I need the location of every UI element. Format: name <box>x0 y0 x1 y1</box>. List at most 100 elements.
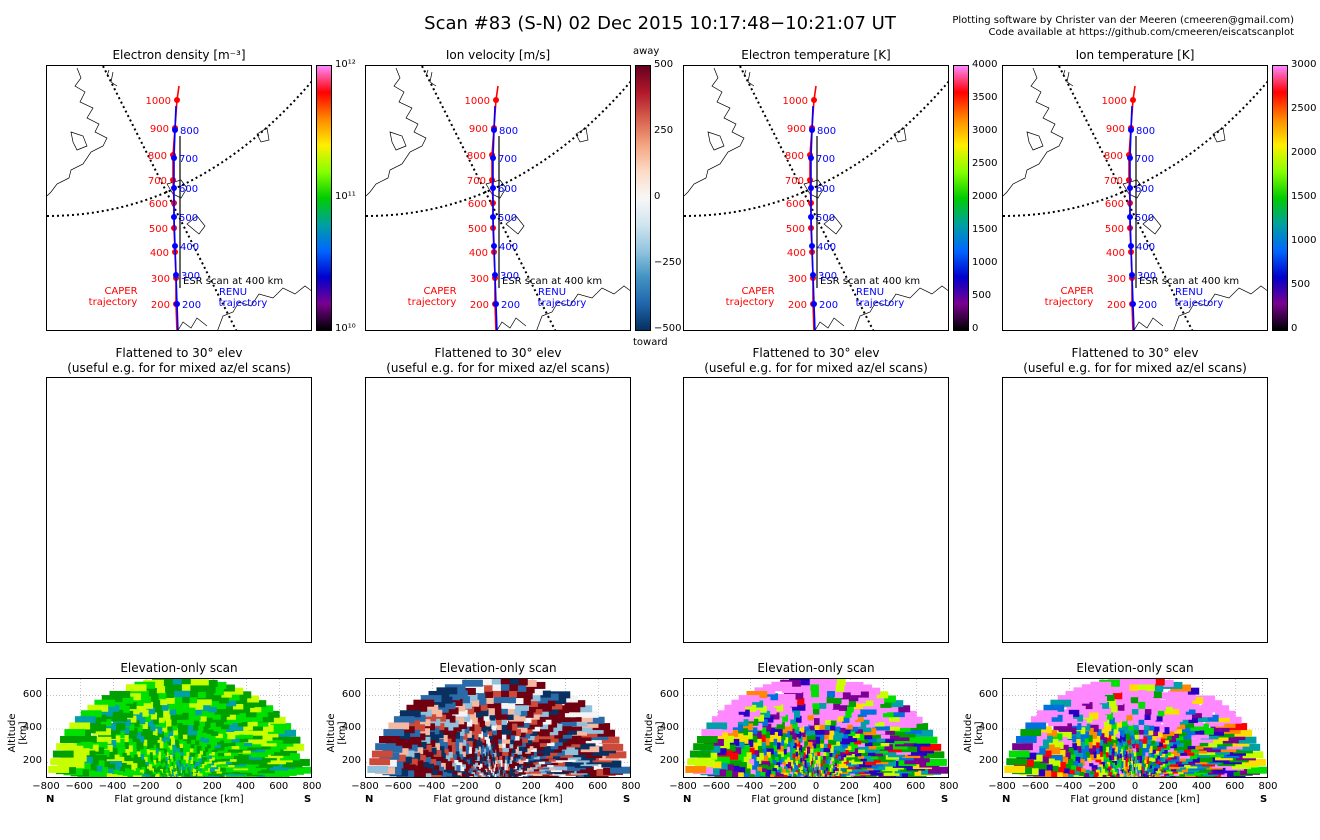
caper-altitude-label: 300 <box>151 274 170 285</box>
elevation-panel-title: Elevation-only scan <box>120 661 238 675</box>
scan-cell <box>418 704 439 712</box>
y-tick-label: 200 <box>22 755 42 767</box>
map-panel-title: Electron temperature [K] <box>741 48 891 62</box>
x-tick-label: 200 <box>1158 781 1178 792</box>
scan-cell <box>234 700 255 708</box>
x-tick-label: 800 <box>302 781 322 792</box>
renu-altitude-marker <box>810 272 816 278</box>
scan-cell <box>168 776 179 777</box>
flattened-title-line-2: (useful e.g. for for mixed az/el scans) <box>386 361 610 375</box>
scan-cell <box>926 758 947 766</box>
scan-cell <box>734 731 753 739</box>
scan-cell <box>1068 727 1086 735</box>
scan-cell <box>1036 710 1058 718</box>
scan-cell <box>867 706 888 714</box>
elevation-svg <box>684 679 948 778</box>
caper-altitude-marker <box>1126 177 1132 183</box>
scan-cell <box>235 723 253 731</box>
coastline <box>505 215 525 235</box>
renu-altitude-label: 800 <box>1136 126 1155 137</box>
scan-cell <box>877 727 895 735</box>
scan-cell <box>1012 743 1033 751</box>
x-tick-label: −400 <box>417 781 446 792</box>
scan-cell <box>168 777 177 778</box>
renu-altitude-marker <box>171 155 177 161</box>
scan-cell <box>416 731 435 739</box>
flattened-panel <box>46 377 312 643</box>
scan-cell <box>1115 777 1125 778</box>
scan-cell <box>264 716 286 724</box>
scan-cell <box>891 724 911 732</box>
coastline <box>256 127 270 143</box>
scan-cell <box>210 777 222 778</box>
coastline <box>1026 131 1044 151</box>
x-tick-label: 800 <box>939 781 959 792</box>
scan-cell <box>880 714 900 722</box>
renu-altitude-label: 200 <box>819 300 838 311</box>
south-label: S <box>623 794 631 805</box>
scan-cell <box>1197 705 1218 713</box>
colorbar-tick-label: 2000 <box>1291 147 1317 158</box>
scan-cell <box>870 714 889 722</box>
scan-cell <box>219 732 236 740</box>
x-tick-label: 0 <box>175 781 183 792</box>
caper-trajectory-label: CAPER <box>741 286 774 297</box>
scan-cell <box>729 719 749 727</box>
colorbar-tick-label: 0 <box>1291 323 1298 334</box>
scan-cell <box>594 729 616 737</box>
x-tick-label: −800 <box>32 781 60 792</box>
renu-altitude-marker <box>172 243 178 249</box>
scan-cell <box>254 724 274 732</box>
scan-cell <box>1114 708 1132 716</box>
flattened-title-line-1: Flattened to 30° elev <box>434 346 562 360</box>
coastline <box>366 67 427 197</box>
renu-altitude-label: 500 <box>498 213 517 224</box>
scan-cell <box>1191 723 1209 731</box>
x-axis-label: Flat ground distance [km] <box>114 794 244 805</box>
scan-cell <box>1006 758 1028 766</box>
scan-cell <box>1134 684 1155 692</box>
scan-cell <box>421 718 441 726</box>
scan-cell <box>858 707 877 715</box>
scan-cell <box>1053 723 1072 731</box>
renu-altitude-marker <box>173 272 179 278</box>
renu-altitude-label: 300 <box>818 271 837 282</box>
dotted-range-ring <box>1003 80 1267 217</box>
scan-cell <box>687 758 709 766</box>
scan-cell <box>723 714 744 722</box>
map-svg: ESR scan at 400 km 1000 900 800 700 600 500 400… <box>684 66 948 330</box>
scan-cell <box>198 776 209 777</box>
caper-altitude-label: 700 <box>785 176 804 187</box>
scan-cell <box>116 731 134 739</box>
scan-cell <box>159 777 169 778</box>
scan-cell <box>839 777 850 778</box>
scan-cell <box>583 716 605 724</box>
scan-cell <box>563 732 582 740</box>
caper-altitude-marker <box>489 177 495 183</box>
scan-cell <box>775 777 787 778</box>
x-tick-label: −800 <box>351 781 379 792</box>
caper-altitude-marker <box>807 177 813 183</box>
scan-cell <box>1043 733 1063 741</box>
y-tick-label: 400 <box>978 722 998 733</box>
colorbar <box>1272 65 1288 331</box>
dotted-range-ring <box>47 80 311 217</box>
scan-cell <box>729 709 750 717</box>
coastline <box>496 317 527 330</box>
x-tick-label: −600 <box>702 781 730 792</box>
caper-altitude-label: 500 <box>786 224 805 235</box>
caper-altitude-marker <box>170 177 176 183</box>
scan-cell <box>426 731 444 739</box>
scan-cell <box>406 704 428 712</box>
scan-cell <box>1242 751 1264 759</box>
renu-altitude-marker <box>1128 127 1134 133</box>
scan-cell <box>1058 718 1078 726</box>
scan-cell <box>1196 727 1214 735</box>
renu-altitude-label: 400 <box>1136 242 1155 253</box>
colorbar-tick-label: 500 <box>972 290 992 301</box>
scan-cell <box>101 695 123 703</box>
renu-altitude-marker <box>171 214 177 220</box>
x-tick-label: 200 <box>521 781 541 792</box>
renu-altitude-label: 600 <box>1135 184 1154 195</box>
scan-cell <box>416 723 435 731</box>
